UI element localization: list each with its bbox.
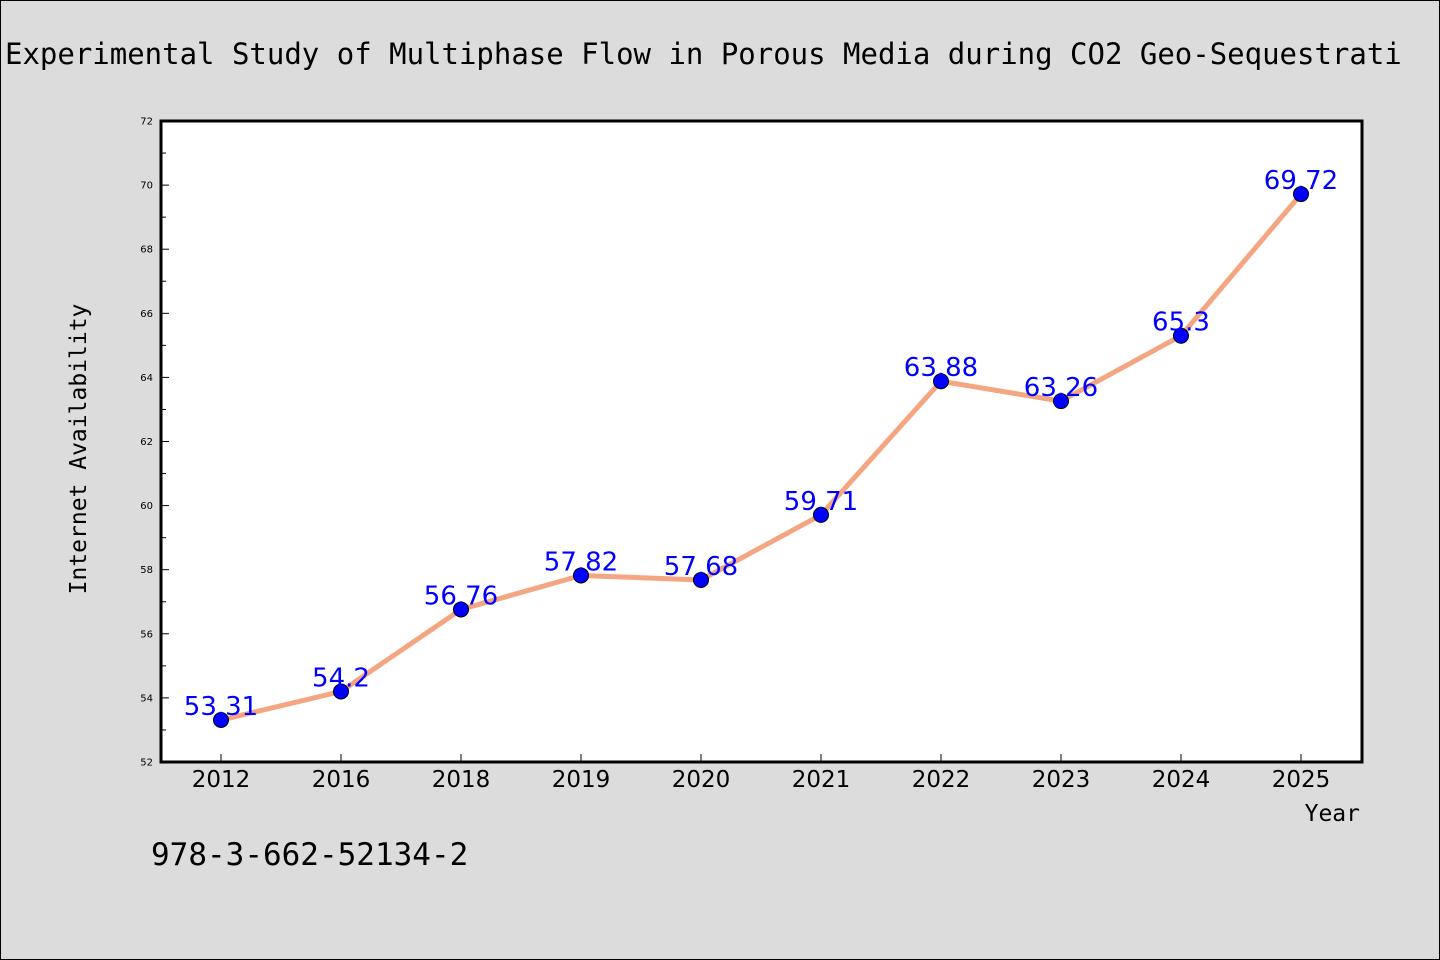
x-tick-label: 2023 [1032,767,1091,793]
series-line [218,191,1304,723]
data-point [333,683,349,700]
data-label: 57.82 [544,547,618,577]
data-point [1173,327,1189,344]
data-point [213,712,229,729]
y-tick-label: 68 [140,245,153,256]
x-tick-label: 2025 [1272,767,1331,793]
data-point [693,571,709,588]
x-tick-label: 2020 [672,767,731,793]
data-labels: 53.31 54.2 56.76 57.82 57.68 59.71 63.88 63.26 6… [184,166,1338,722]
y-tick-label: 66 [140,309,153,320]
data-point [933,373,949,390]
x-tick-label: 2024 [1152,767,1211,793]
x-tick-label: 2022 [912,767,971,793]
y-axis-ticks: 52 54 56 58 60 62 64 66 68 70 72 [140,117,169,769]
data-label: 53.31 [184,692,258,722]
plot-area [159,119,1364,764]
data-markers [213,186,1309,729]
x-tick-label: 2012 [192,767,251,793]
y-tick-label: 54 [140,693,153,704]
x-tick-label: 2021 [792,767,851,793]
y-tick-label: 58 [140,565,153,576]
data-point [1293,186,1309,203]
data-label: 69.72 [1264,166,1338,196]
y-axis-label: Internet Availability [66,304,92,595]
data-point [1053,393,1069,410]
footnote-isbn: 978-3-662-52134-2 [151,837,468,873]
x-axis-label: Year [1305,801,1360,827]
y-tick-label: 52 [140,758,153,769]
data-label: 59.71 [784,487,858,517]
x-tick-label: 2016 [312,767,371,793]
data-point [453,601,469,618]
x-tick-label: 2019 [552,767,611,793]
chart-title: Experimental Study of Multiphase Flow in… [5,37,1402,71]
data-label: 63.26 [1024,373,1098,403]
data-point [573,567,589,584]
y-tick-label: 72 [140,117,153,128]
data-label: 56.76 [424,581,498,611]
y-tick-label: 64 [140,373,153,384]
data-label: 65.3 [1152,308,1210,338]
x-tick-label: 2018 [432,767,491,793]
data-label: 63.88 [904,353,978,383]
y-tick-label: 70 [140,181,153,192]
data-label: 57.68 [664,552,738,582]
y-tick-label: 56 [140,629,153,640]
data-point [813,506,829,523]
x-axis-ticks: 2012 2016 2018 2019 2020 2021 2022 2023 2024 2025 [192,754,1331,793]
y-tick-label: 62 [140,437,153,448]
data-label: 54.2 [312,663,370,693]
y-tick-label: 60 [140,501,153,512]
